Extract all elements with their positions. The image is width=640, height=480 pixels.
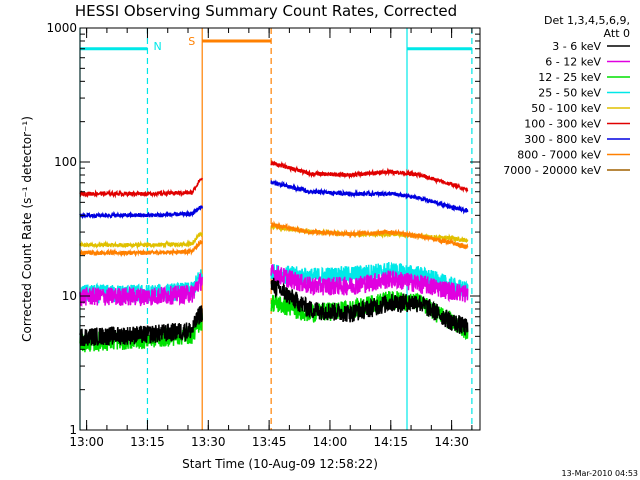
x-tick-label: 13:30 <box>191 435 226 449</box>
legend-header: Det 1,3,4,5,6,9, <box>544 14 630 27</box>
legend-entry-label: 300 - 800 keV <box>524 133 601 146</box>
series-line <box>79 177 203 199</box>
x-tick-label: 13:45 <box>252 435 287 449</box>
legend-entry-label: 800 - 7000 keV <box>517 149 601 162</box>
markers-layer: N <box>79 28 473 430</box>
series-line <box>270 277 469 336</box>
y-tick-label: 1000 <box>46 21 77 35</box>
orbit-flag-label: S <box>188 35 195 48</box>
x-tick-label: 14:00 <box>313 435 348 449</box>
legend-entry-label: 50 - 100 keV <box>531 102 601 115</box>
x-tick-label: 14:30 <box>434 435 469 449</box>
x-axis-label: Start Time (10-Aug-09 12:58:22) <box>182 457 378 471</box>
y-tick-label: 1 <box>69 423 77 437</box>
legend-entry-label: 6 - 12 keV <box>545 56 601 69</box>
legend-entry-label: 3 - 6 keV <box>552 40 601 53</box>
series-line <box>270 159 469 194</box>
series-line <box>270 179 469 215</box>
legend-entry-label: 25 - 50 keV <box>538 87 601 100</box>
series-layer <box>79 159 469 353</box>
y-tick-label: 100 <box>54 155 77 169</box>
series-line <box>79 273 203 307</box>
legend-entry-label: 12 - 25 keV <box>538 71 601 84</box>
generation-timestamp: 13-Mar-2010 04:53 <box>562 469 639 478</box>
x-axis: 13:00 13:15 13:30 13:45 14:00 14:15 14:30 <box>69 28 473 449</box>
series-line <box>270 220 469 250</box>
x-tick-label: 14:15 <box>373 435 408 449</box>
series-line <box>79 305 203 347</box>
chart-title: HESSI Observing Summary Count Rates, Cor… <box>75 2 457 20</box>
legend-entry-label: 100 - 300 keV <box>524 118 601 131</box>
series-line <box>79 239 203 258</box>
y-axis-label: Corrected Count Rate (s⁻¹ detector⁻¹) <box>20 116 34 342</box>
plot-frame <box>79 27 481 431</box>
legend: Det 1,3,4,5,6,9,Att 03 - 6 keV 6 - 12 keV… <box>503 14 630 177</box>
y-axis: 1 10 100 1000 <box>46 21 480 437</box>
x-tick-label: 13:15 <box>130 435 165 449</box>
series-line <box>79 231 203 250</box>
y-tick-label: 10 <box>62 289 77 303</box>
x-tick-label: 13:00 <box>69 435 104 449</box>
orbit-marker-label: N <box>153 40 161 53</box>
flags-layer: S <box>80 35 472 51</box>
series-line <box>79 205 203 220</box>
legend-header: Att 0 <box>604 27 630 40</box>
legend-entry-label: 7000 - 20000 keV <box>503 164 601 177</box>
series-line <box>270 264 469 303</box>
